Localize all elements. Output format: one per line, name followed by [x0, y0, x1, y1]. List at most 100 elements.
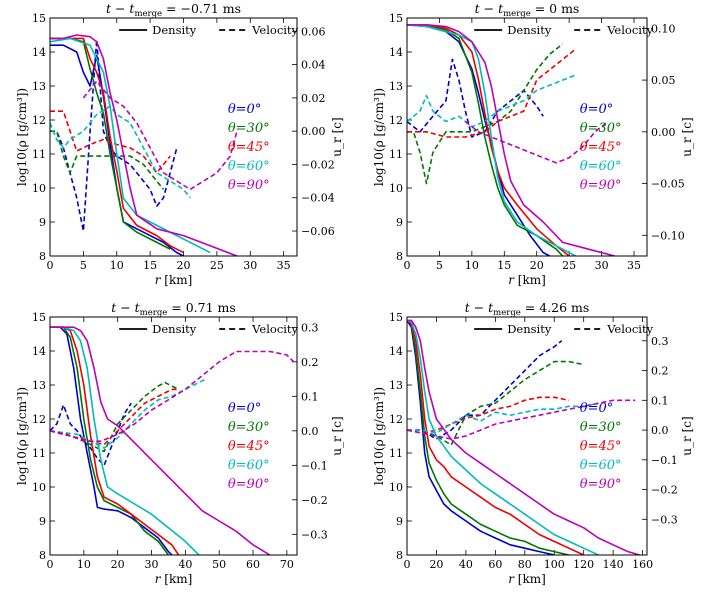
x-tick-label: 20 — [530, 259, 544, 272]
x-tick-label: 120 — [573, 558, 594, 571]
x-tick-label: 35 — [277, 259, 291, 272]
legend-theta-1: θ=30° — [580, 121, 622, 136]
density-line-3 — [50, 326, 200, 555]
plot-frame — [406, 17, 648, 257]
legend-density-label: Density — [152, 23, 197, 37]
x-tick-label: 60 — [246, 558, 260, 571]
y-tick-label: 15 — [389, 12, 403, 25]
x-tick-label: 15 — [143, 259, 157, 272]
legend-velocity-label: Velocity — [251, 322, 298, 336]
legend-theta-4: θ=90° — [228, 477, 270, 492]
y-tick-label: 11 — [389, 148, 403, 161]
y2-axis-label: u_r [c] — [680, 117, 694, 156]
y-tick-label: 12 — [32, 114, 46, 127]
x-tick-label: 25 — [210, 259, 224, 272]
y2-tick-label: −0.3 — [651, 513, 678, 526]
panel-title: t − tmerge = 4.26 ms — [465, 300, 590, 318]
panel-title: t − tmerge = 0 ms — [475, 1, 580, 19]
velocity-line-4 — [50, 350, 295, 443]
legend-density-label: Density — [152, 322, 197, 336]
velocity-line-3 — [50, 378, 206, 449]
legend-theta-4: θ=90° — [580, 477, 622, 492]
y2-tick-label: 0.0 — [651, 424, 669, 437]
y-tick-label: 9 — [39, 216, 46, 229]
data-layer — [407, 23, 615, 256]
velocity-line-0 — [407, 58, 544, 138]
y-tick-label: 14 — [32, 46, 46, 59]
y-tick-label: 13 — [32, 80, 46, 93]
legend-theta-2: θ=45° — [580, 140, 622, 155]
velocity-line-3 — [407, 402, 599, 434]
y2-tick-label: 0.1 — [651, 394, 669, 407]
y-tick-label: 9 — [396, 216, 403, 229]
legend-theta-1: θ=30° — [580, 420, 622, 435]
x-tick-label: 0 — [47, 558, 54, 571]
y2-tick-label: 0.00 — [651, 126, 676, 139]
density-line-0 — [50, 44, 184, 256]
legend-velocity-label: Velocity — [606, 322, 653, 336]
y2-tick-label: 0.06 — [301, 25, 326, 38]
y2-tick-label: −0.2 — [651, 484, 678, 497]
legend-density-label: Density — [507, 23, 552, 37]
x-tick-label: 70 — [280, 558, 294, 571]
y-tick-label: 10 — [389, 182, 403, 195]
x-tick-label: 30 — [595, 259, 609, 272]
x-tick-label: 20 — [429, 558, 443, 571]
legend-theta-0: θ=0° — [228, 102, 262, 117]
x-tick-label: 160 — [632, 558, 653, 571]
x-axis-label: r [km] — [155, 273, 193, 287]
velocity-line-1 — [407, 43, 564, 185]
legend-theta-2: θ=45° — [228, 140, 270, 155]
panel-2: t − tmerge = 0.71 ms 0 10 20 30 40 50 60 70 8 9 10 1… — [15, 300, 344, 586]
density-line-0 — [407, 319, 555, 555]
x-tick-label: 15 — [497, 259, 511, 272]
y2-tick-label: 0.3 — [301, 321, 319, 334]
legend-theta-1: θ=30° — [228, 121, 270, 136]
x-tick-label: 10 — [110, 259, 124, 272]
y-tick-label: 14 — [32, 345, 46, 358]
y2-tick-label: −0.05 — [651, 178, 685, 191]
legend-theta-3: θ=60° — [580, 159, 622, 174]
y-tick-label: 10 — [32, 481, 46, 494]
legend-velocity-label: Velocity — [251, 23, 298, 37]
velocity-line-2 — [50, 388, 179, 446]
y2-tick-label: 0.04 — [301, 59, 326, 72]
y2-tick-label: 0.1 — [301, 390, 319, 403]
density-line-1 — [407, 23, 564, 256]
x-tick-label: 20 — [111, 558, 125, 571]
data-layer — [50, 34, 238, 256]
legend-density-label: Density — [507, 322, 552, 336]
y2-tick-label: 0.3 — [651, 335, 669, 348]
x-tick-label: 10 — [77, 558, 91, 571]
x-tick-label: 140 — [603, 558, 624, 571]
y-axis-label: log10(ρ [g/cm³]) — [15, 88, 29, 186]
legend-theta-3: θ=60° — [228, 458, 270, 473]
x-tick-label: 40 — [178, 558, 192, 571]
y-axis-label: log10(ρ [g/cm³]) — [372, 387, 386, 485]
legend-theta-0: θ=0° — [580, 401, 614, 416]
y2-tick-label: −0.1 — [651, 454, 678, 467]
y-tick-label: 13 — [389, 80, 403, 93]
velocity-line-1 — [50, 130, 165, 190]
y-tick-label: 15 — [32, 311, 46, 324]
density-line-4 — [50, 34, 238, 256]
density-line-2 — [407, 319, 585, 555]
panel-0: t − tmerge = −0.71 ms 0 5 10 15 20 25 30 35 8 9 10 1… — [15, 1, 344, 287]
x-tick-label: 5 — [80, 259, 87, 272]
legend-theta-3: θ=60° — [228, 159, 270, 174]
panel-3: t − tmerge = 4.26 ms 0 20 40 60 80 100 120 140 16… — [372, 300, 694, 586]
x-tick-label: 20 — [177, 259, 191, 272]
y2-tick-label: −0.3 — [301, 528, 328, 541]
y2-tick-label: 0.10 — [651, 22, 676, 35]
y-tick-label: 11 — [32, 148, 46, 161]
velocity-line-0 — [50, 38, 178, 232]
legend-velocity-label: Velocity — [606, 23, 653, 37]
panel-1: t − tmerge = 0 ms 0 5 10 15 20 25 30 35 8 9 10 11 12 1… — [372, 1, 694, 287]
y-tick-label: 12 — [389, 413, 403, 426]
y2-tick-label: 0.2 — [301, 356, 319, 369]
y2-tick-label: 0.2 — [651, 365, 669, 378]
y2-tick-label: 0.0 — [301, 425, 319, 438]
x-tick-label: 60 — [488, 558, 502, 571]
plot-frame — [49, 316, 298, 556]
y-axis-label: log10(ρ [g/cm³]) — [372, 88, 386, 186]
